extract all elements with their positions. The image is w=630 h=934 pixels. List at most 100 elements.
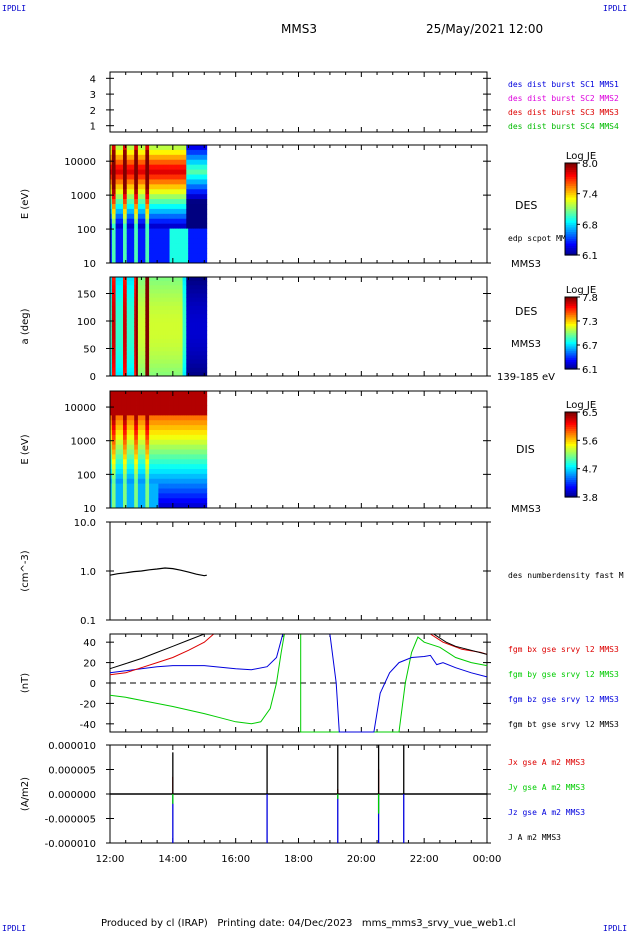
colorbar-cell bbox=[565, 315, 577, 318]
heatmap-cell bbox=[130, 164, 133, 170]
heatmap-cell bbox=[158, 430, 161, 436]
heatmap-cell bbox=[124, 228, 128, 234]
colorbar-cell bbox=[565, 172, 577, 176]
heatmap-cell bbox=[136, 454, 139, 460]
heatmap-cell bbox=[190, 493, 193, 499]
heatmap-cell bbox=[180, 454, 183, 460]
heatmap-cell bbox=[128, 473, 131, 480]
heatmap-cell bbox=[201, 355, 204, 360]
heatmap-cell bbox=[165, 149, 169, 156]
heatmap-cell bbox=[190, 154, 193, 161]
heatmap-cell bbox=[145, 258, 148, 264]
heatmap-cell bbox=[201, 314, 204, 319]
heatmap-cell bbox=[176, 310, 180, 315]
heatmap-cell bbox=[147, 310, 150, 315]
heatmap-cell bbox=[132, 449, 135, 455]
heatmap-cell bbox=[186, 454, 189, 460]
heatmap-cell bbox=[124, 493, 128, 499]
heatmap-cell bbox=[197, 208, 200, 215]
heatmap-cell bbox=[110, 359, 113, 365]
heatmap-cell bbox=[184, 174, 187, 180]
heatmap-cell bbox=[147, 258, 150, 264]
heatmap-cell bbox=[130, 189, 133, 195]
heatmap-cell bbox=[139, 338, 143, 344]
heatmap-cell bbox=[126, 285, 130, 290]
legend-item: Jz gse A m2 MMS3 bbox=[508, 808, 585, 817]
heatmap-cell bbox=[132, 199, 135, 205]
heatmap-cell bbox=[137, 363, 141, 369]
heatmap-cell bbox=[143, 420, 146, 426]
heatmap-cell bbox=[173, 248, 176, 254]
heatmap-cell bbox=[141, 301, 144, 307]
heatmap-cell bbox=[110, 454, 113, 460]
heatmap-cell bbox=[154, 310, 157, 315]
heatmap-cell bbox=[180, 420, 183, 426]
heatmap-cell bbox=[134, 395, 137, 402]
heatmap-cell bbox=[167, 213, 170, 220]
heatmap-cell bbox=[178, 326, 182, 332]
heatmap-cell bbox=[152, 503, 156, 509]
heatmap-cell bbox=[193, 243, 196, 249]
heatmap-cell bbox=[173, 454, 176, 460]
heatmap-cell bbox=[150, 145, 154, 151]
heatmap-cell bbox=[182, 204, 185, 210]
heatmap-cell bbox=[178, 310, 182, 315]
heatmap-cell bbox=[156, 204, 159, 210]
heatmap-cell bbox=[201, 351, 204, 356]
heatmap-cell bbox=[130, 223, 133, 229]
heatmap-cell bbox=[162, 293, 165, 299]
heatmap-cell bbox=[111, 326, 115, 332]
heatmap-cell bbox=[113, 338, 116, 344]
heatmap-cell bbox=[139, 233, 143, 239]
heatmap-cell bbox=[132, 400, 135, 407]
heatmap-cell bbox=[184, 289, 187, 294]
heatmap-cell bbox=[156, 405, 159, 411]
heatmap-cell bbox=[195, 189, 198, 195]
heatmap-cell bbox=[180, 179, 183, 185]
heatmap-cell bbox=[139, 503, 143, 509]
heatmap-cell bbox=[182, 503, 185, 509]
heatmap-cell bbox=[145, 204, 148, 210]
heatmap-cell bbox=[150, 355, 154, 360]
heatmap-cell bbox=[165, 469, 169, 475]
heatmap-cell bbox=[115, 149, 118, 156]
heatmap-cell bbox=[134, 322, 137, 327]
heatmap-cell bbox=[117, 391, 120, 397]
heatmap-cell bbox=[111, 243, 115, 249]
heatmap-cell bbox=[137, 400, 141, 407]
heatmap-cell bbox=[115, 174, 118, 180]
heatmap-cell bbox=[197, 179, 200, 185]
heatmap-cell bbox=[180, 149, 183, 156]
heatmap-cell bbox=[147, 391, 150, 397]
heatmap-cell bbox=[141, 420, 144, 426]
heatmap-cell bbox=[190, 351, 193, 356]
heatmap-cell bbox=[110, 184, 113, 190]
heatmap-cell bbox=[121, 459, 124, 465]
heatmap-cell bbox=[147, 420, 150, 426]
heatmap-cell bbox=[204, 330, 208, 336]
heatmap-cell bbox=[115, 330, 118, 336]
heatmap-cell bbox=[203, 184, 206, 190]
heatmap-cell bbox=[184, 258, 187, 264]
heatmap-cell bbox=[147, 154, 150, 161]
heatmap-cell bbox=[150, 297, 154, 303]
heatmap-cell bbox=[119, 454, 122, 460]
heatmap-cell bbox=[180, 483, 183, 489]
heatmap-cell bbox=[180, 503, 183, 509]
heatmap-cell bbox=[193, 223, 196, 229]
heatmap-cell bbox=[171, 318, 174, 323]
heatmap-cell bbox=[204, 285, 208, 290]
series-bt-line bbox=[109, 633, 488, 670]
heatmap-cell bbox=[176, 483, 180, 489]
heatmap-cell bbox=[158, 243, 161, 249]
heatmap-cell bbox=[121, 228, 124, 234]
heatmap-cell bbox=[154, 434, 157, 441]
heatmap-cell bbox=[178, 243, 182, 249]
heatmap-cell bbox=[188, 367, 191, 373]
colorbar-cell bbox=[565, 361, 577, 365]
y-tick-label: 2 bbox=[90, 106, 96, 117]
heatmap-cell bbox=[154, 454, 157, 460]
heatmap-cell bbox=[199, 459, 202, 465]
heatmap-cell bbox=[176, 253, 180, 259]
heatmap-cell bbox=[178, 218, 182, 225]
